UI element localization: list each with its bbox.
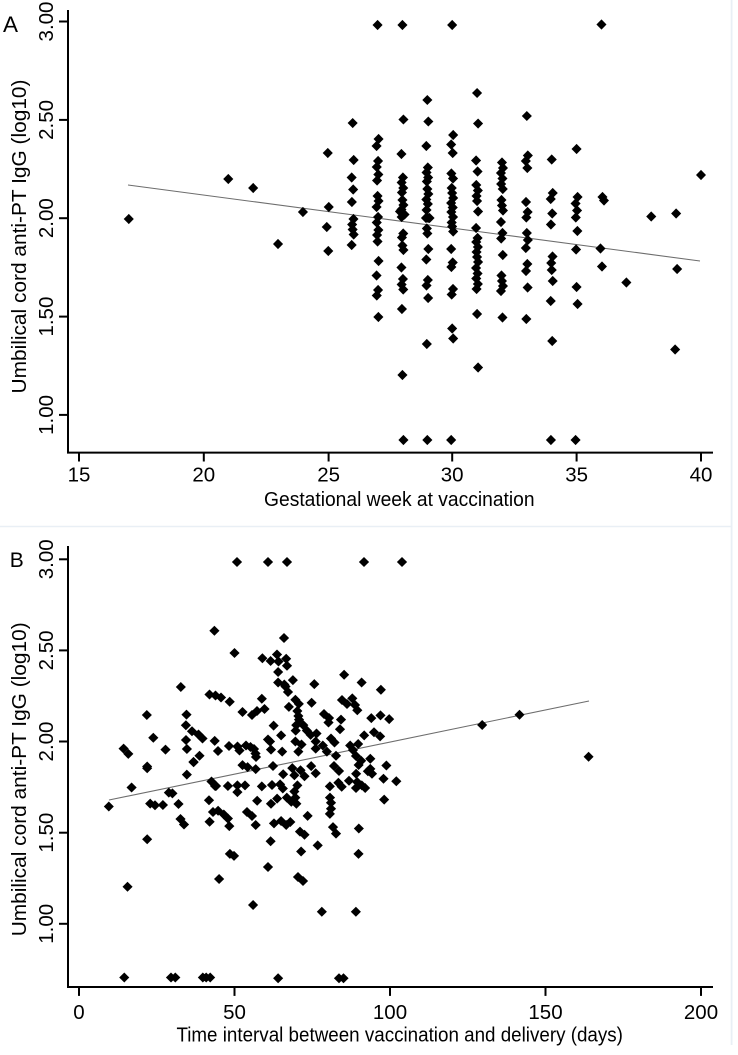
svg-text:25: 25 bbox=[317, 464, 340, 487]
svg-text:Umbilical cord anti-PT IgG (lo: Umbilical cord anti-PT IgG (log10) bbox=[9, 622, 31, 936]
svg-text:A: A bbox=[3, 12, 18, 37]
svg-text:2.50: 2.50 bbox=[35, 100, 58, 140]
svg-text:Umbilical cord anti-PT IgG (lo: Umbilical cord anti-PT IgG (log10) bbox=[9, 80, 31, 394]
svg-text:100: 100 bbox=[373, 1001, 407, 1024]
svg-text:35: 35 bbox=[565, 464, 588, 487]
svg-text:2.00: 2.00 bbox=[35, 722, 58, 762]
svg-text:15: 15 bbox=[68, 464, 91, 487]
svg-text:2.00: 2.00 bbox=[35, 198, 58, 238]
svg-text:Gestational week at vaccinatio: Gestational week at vaccination bbox=[264, 489, 535, 511]
svg-text:B: B bbox=[10, 549, 24, 572]
svg-text:1.00: 1.00 bbox=[35, 395, 58, 435]
svg-text:1.00: 1.00 bbox=[35, 904, 58, 944]
svg-text:30: 30 bbox=[441, 464, 464, 487]
svg-text:50: 50 bbox=[223, 1001, 246, 1024]
svg-text:40: 40 bbox=[690, 464, 713, 487]
svg-text:2.50: 2.50 bbox=[35, 630, 58, 670]
svg-text:1.50: 1.50 bbox=[35, 297, 58, 337]
svg-text:3.00: 3.00 bbox=[35, 539, 58, 579]
svg-text:20: 20 bbox=[192, 464, 215, 487]
svg-text:150: 150 bbox=[528, 1001, 562, 1024]
svg-text:Time interval between vaccinat: Time interval between vaccination and de… bbox=[176, 1024, 623, 1046]
svg-text:200: 200 bbox=[684, 1001, 718, 1024]
svg-text:0: 0 bbox=[73, 1001, 84, 1024]
svg-text:3.00: 3.00 bbox=[35, 2, 58, 42]
svg-text:1.50: 1.50 bbox=[35, 813, 58, 853]
